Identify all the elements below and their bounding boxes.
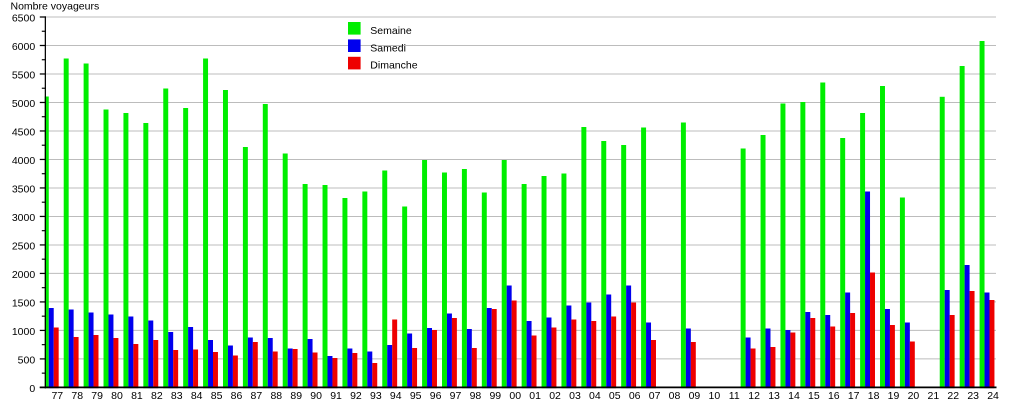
svg-text:03: 03 — [569, 390, 581, 400]
svg-text:04: 04 — [589, 390, 601, 400]
svg-text:500: 500 — [18, 354, 36, 366]
svg-text:93: 93 — [370, 390, 382, 400]
svg-text:95: 95 — [410, 390, 422, 400]
svg-text:19: 19 — [888, 390, 900, 400]
svg-text:16: 16 — [828, 390, 840, 400]
svg-text:2500: 2500 — [12, 240, 36, 252]
svg-text:84: 84 — [191, 390, 203, 400]
svg-text:5500: 5500 — [12, 69, 36, 81]
svg-text:15: 15 — [808, 390, 820, 400]
svg-text:01: 01 — [529, 390, 541, 400]
svg-text:2000: 2000 — [12, 269, 36, 281]
svg-text:3000: 3000 — [12, 212, 36, 224]
svg-text:81: 81 — [131, 390, 143, 400]
svg-text:11: 11 — [729, 390, 740, 400]
svg-text:89: 89 — [290, 390, 302, 400]
svg-text:07: 07 — [649, 390, 661, 400]
svg-text:78: 78 — [71, 390, 83, 400]
svg-text:17: 17 — [848, 390, 860, 400]
svg-text:02: 02 — [549, 390, 561, 400]
svg-text:21: 21 — [927, 390, 939, 400]
svg-text:94: 94 — [390, 390, 402, 400]
svg-text:Nombre voyageurs: Nombre voyageurs — [11, 0, 100, 12]
svg-text:83: 83 — [171, 390, 183, 400]
svg-text:91: 91 — [330, 390, 342, 400]
svg-text:80: 80 — [111, 390, 123, 400]
svg-text:85: 85 — [211, 390, 223, 400]
svg-text:Semaine: Semaine — [370, 25, 412, 37]
svg-text:90: 90 — [310, 390, 322, 400]
svg-text:96: 96 — [430, 390, 442, 400]
svg-text:77: 77 — [51, 390, 63, 400]
svg-text:6000: 6000 — [12, 41, 36, 53]
svg-text:99: 99 — [489, 390, 501, 400]
svg-text:0: 0 — [29, 383, 35, 395]
svg-text:79: 79 — [91, 390, 103, 400]
svg-text:22: 22 — [947, 390, 959, 400]
svg-text:98: 98 — [470, 390, 482, 400]
svg-text:87: 87 — [251, 390, 263, 400]
svg-text:Samedi: Samedi — [370, 42, 406, 54]
svg-text:1500: 1500 — [12, 297, 36, 309]
svg-text:82: 82 — [151, 390, 163, 400]
svg-text:4000: 4000 — [12, 155, 36, 167]
svg-text:6500: 6500 — [12, 12, 36, 24]
svg-text:86: 86 — [231, 390, 243, 400]
svg-text:20: 20 — [908, 390, 920, 400]
svg-text:88: 88 — [270, 390, 282, 400]
svg-text:12: 12 — [748, 390, 760, 400]
svg-text:5000: 5000 — [12, 98, 36, 110]
svg-text:10: 10 — [708, 390, 720, 400]
svg-text:92: 92 — [350, 390, 362, 400]
svg-text:08: 08 — [669, 390, 681, 400]
svg-text:05: 05 — [609, 390, 621, 400]
svg-text:13: 13 — [768, 390, 780, 400]
svg-text:14: 14 — [788, 390, 800, 400]
svg-text:4500: 4500 — [12, 126, 36, 138]
svg-text:18: 18 — [868, 390, 880, 400]
svg-text:24: 24 — [987, 390, 999, 400]
svg-text:97: 97 — [450, 390, 462, 400]
svg-text:1000: 1000 — [12, 326, 36, 338]
svg-text:00: 00 — [509, 390, 521, 400]
svg-text:06: 06 — [629, 390, 641, 400]
svg-text:Dimanche: Dimanche — [370, 59, 417, 71]
svg-text:23: 23 — [967, 390, 979, 400]
svg-text:3500: 3500 — [12, 183, 36, 195]
svg-text:09: 09 — [689, 390, 701, 400]
